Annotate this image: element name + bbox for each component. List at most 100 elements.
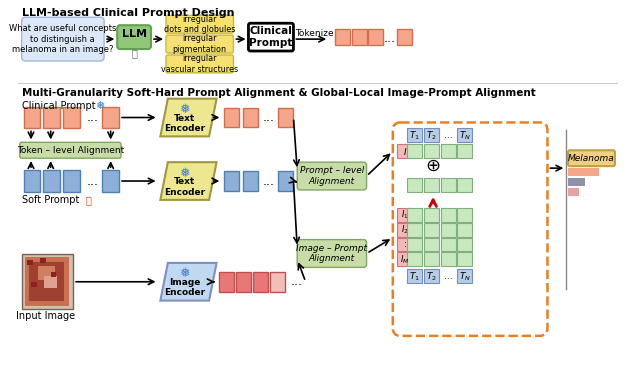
Bar	[224, 171, 239, 191]
Bar	[24, 107, 40, 128]
Bar	[335, 29, 349, 45]
Bar	[568, 178, 584, 186]
Bar	[440, 238, 456, 252]
Bar	[40, 258, 46, 263]
FancyBboxPatch shape	[297, 240, 367, 268]
Bar	[243, 108, 258, 127]
Bar	[278, 171, 294, 191]
Text: Image
Encoder: Image Encoder	[164, 278, 205, 297]
Bar	[458, 269, 472, 283]
Bar	[424, 252, 439, 266]
Bar	[397, 208, 413, 222]
Text: LLM: LLM	[122, 29, 147, 39]
FancyBboxPatch shape	[22, 17, 104, 61]
Bar	[424, 269, 439, 283]
FancyBboxPatch shape	[166, 15, 234, 33]
Bar	[424, 144, 439, 158]
Text: ❅: ❅	[179, 268, 190, 280]
Bar	[440, 252, 456, 266]
Bar	[51, 272, 56, 277]
Text: Image – Prompt
Alignment: Image – Prompt Alignment	[296, 244, 367, 263]
Bar	[407, 144, 422, 158]
Bar	[440, 223, 456, 236]
Bar	[351, 29, 367, 45]
Text: ...: ...	[263, 111, 275, 124]
Bar	[407, 208, 422, 222]
Text: Token – level Alignment: Token – level Alignment	[17, 146, 124, 155]
Text: Tokenize: Tokenize	[295, 28, 333, 38]
Text: ...: ...	[87, 175, 99, 188]
FancyBboxPatch shape	[20, 142, 121, 158]
Polygon shape	[161, 162, 216, 200]
Bar	[568, 168, 599, 176]
Bar	[424, 238, 439, 252]
Bar	[369, 29, 383, 45]
Bar	[220, 272, 234, 292]
Bar	[224, 108, 239, 127]
Text: irregular
pigmentation: irregular pigmentation	[173, 34, 227, 54]
Text: Text
Encoder: Text Encoder	[164, 177, 205, 197]
Bar	[424, 128, 439, 142]
Bar	[270, 272, 285, 292]
Bar	[407, 252, 422, 266]
Bar	[63, 107, 80, 128]
Text: ...: ...	[291, 275, 303, 288]
Text: $I$: $I$	[403, 146, 407, 157]
Bar	[38, 266, 56, 280]
Bar	[26, 258, 69, 306]
Text: $I_1$: $I_1$	[401, 209, 409, 221]
Text: 🔥: 🔥	[85, 195, 92, 205]
Text: ✨: ✨	[131, 48, 137, 58]
Bar	[397, 144, 413, 158]
Text: ...: ...	[444, 131, 452, 140]
Bar	[236, 272, 252, 292]
Bar	[424, 223, 439, 236]
Bar	[407, 128, 422, 142]
FancyBboxPatch shape	[166, 35, 234, 53]
Text: $T_2$: $T_2$	[426, 129, 436, 142]
Bar	[407, 238, 422, 252]
FancyBboxPatch shape	[297, 162, 367, 190]
Text: irregular
dots and globules: irregular dots and globules	[164, 14, 236, 34]
Text: What are useful concepts
to distinguish a
melanoma in an image?: What are useful concepts to distinguish …	[9, 24, 116, 54]
FancyBboxPatch shape	[248, 23, 294, 51]
Text: :: :	[404, 240, 406, 249]
FancyBboxPatch shape	[568, 150, 615, 166]
Bar	[407, 178, 422, 192]
Bar	[397, 252, 413, 266]
Bar	[458, 208, 472, 222]
Text: Clinical Prompt: Clinical Prompt	[22, 101, 95, 111]
Bar	[278, 108, 294, 127]
Text: ...: ...	[444, 272, 452, 281]
Bar	[22, 255, 73, 309]
Bar	[458, 128, 472, 142]
Bar	[458, 144, 472, 158]
Text: Melanoma: Melanoma	[568, 154, 615, 163]
Bar	[43, 170, 60, 192]
Text: $T_N$: $T_N$	[459, 270, 471, 283]
Text: $I_M$: $I_M$	[400, 253, 410, 266]
Bar	[397, 223, 413, 236]
Bar	[43, 107, 60, 128]
Text: Multi-Granularity Soft-Hard Prompt Alignment & Global-Local Image-Prompt Alignme: Multi-Granularity Soft-Hard Prompt Align…	[22, 88, 536, 98]
Text: ❅: ❅	[179, 103, 190, 116]
Text: ❅: ❅	[95, 101, 104, 111]
Text: $T_2$: $T_2$	[426, 270, 436, 283]
Bar	[440, 208, 456, 222]
Bar	[407, 269, 422, 283]
Bar	[458, 223, 472, 236]
Polygon shape	[161, 263, 216, 301]
Bar	[243, 171, 258, 191]
Bar	[31, 282, 36, 287]
Text: LLM-based Clinical Prompt Design: LLM-based Clinical Prompt Design	[22, 9, 234, 18]
Text: Soft Prompt: Soft Prompt	[22, 195, 79, 205]
Bar	[397, 238, 413, 252]
Text: ...: ...	[263, 175, 275, 188]
Bar	[407, 223, 422, 236]
Bar	[253, 272, 268, 292]
Text: $T_1$: $T_1$	[409, 129, 420, 142]
Bar	[44, 276, 57, 288]
Bar	[424, 178, 439, 192]
Text: $T_1$: $T_1$	[409, 270, 420, 283]
Bar	[458, 238, 472, 252]
